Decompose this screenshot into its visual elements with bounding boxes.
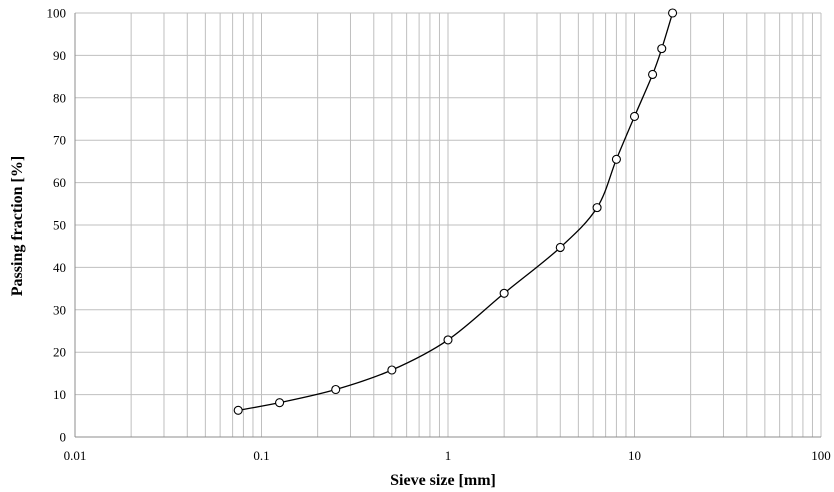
- x-axis-ticks: 0.01 0.1 1 10 100: [64, 448, 831, 463]
- data-point: [275, 398, 285, 408]
- data-point: [233, 405, 243, 415]
- x-tick-label: 100: [811, 448, 831, 463]
- x-tick-label: 0.1: [253, 448, 269, 463]
- y-tick-label: 70: [53, 133, 66, 148]
- series-line: [238, 12, 674, 411]
- data-point: [331, 384, 341, 395]
- x-tick-label: 0.01: [64, 448, 87, 463]
- y-tick-label: 90: [53, 48, 66, 63]
- y-tick-label: 40: [53, 260, 66, 275]
- data-point: [387, 365, 397, 375]
- y-tick-label: 60: [53, 175, 66, 190]
- y-tick-label: 80: [53, 90, 66, 105]
- data-point: [648, 69, 658, 80]
- plot-area: [74, 13, 821, 438]
- data-point: [668, 8, 678, 18]
- x-tick-label: 10: [628, 448, 641, 463]
- y-tick-label: 0: [60, 430, 67, 445]
- data-points: [233, 8, 678, 415]
- grid: [74, 12, 822, 438]
- data-point: [592, 203, 602, 213]
- y-tick-label: 100: [47, 6, 67, 21]
- data-point: [443, 335, 453, 345]
- y-axis-ticks: 0 10 20 30 40 50 60 70 80 90 100: [47, 6, 67, 445]
- x-axis-title: Sieve size [mm]: [390, 472, 496, 489]
- y-tick-label: 30: [53, 302, 66, 317]
- data-point: [555, 242, 565, 253]
- y-tick-label: 20: [53, 345, 66, 360]
- y-tick-label: 50: [53, 218, 66, 233]
- data-point: [499, 288, 509, 298]
- data-point: [629, 111, 640, 122]
- y-axis-title: Passing fraction [%]: [9, 156, 26, 296]
- data-point: [611, 154, 621, 164]
- series-line-group: [238, 12, 674, 411]
- y-tick-label: 10: [53, 387, 66, 402]
- x-tick-label: 1: [445, 448, 452, 463]
- data-point: [657, 44, 667, 54]
